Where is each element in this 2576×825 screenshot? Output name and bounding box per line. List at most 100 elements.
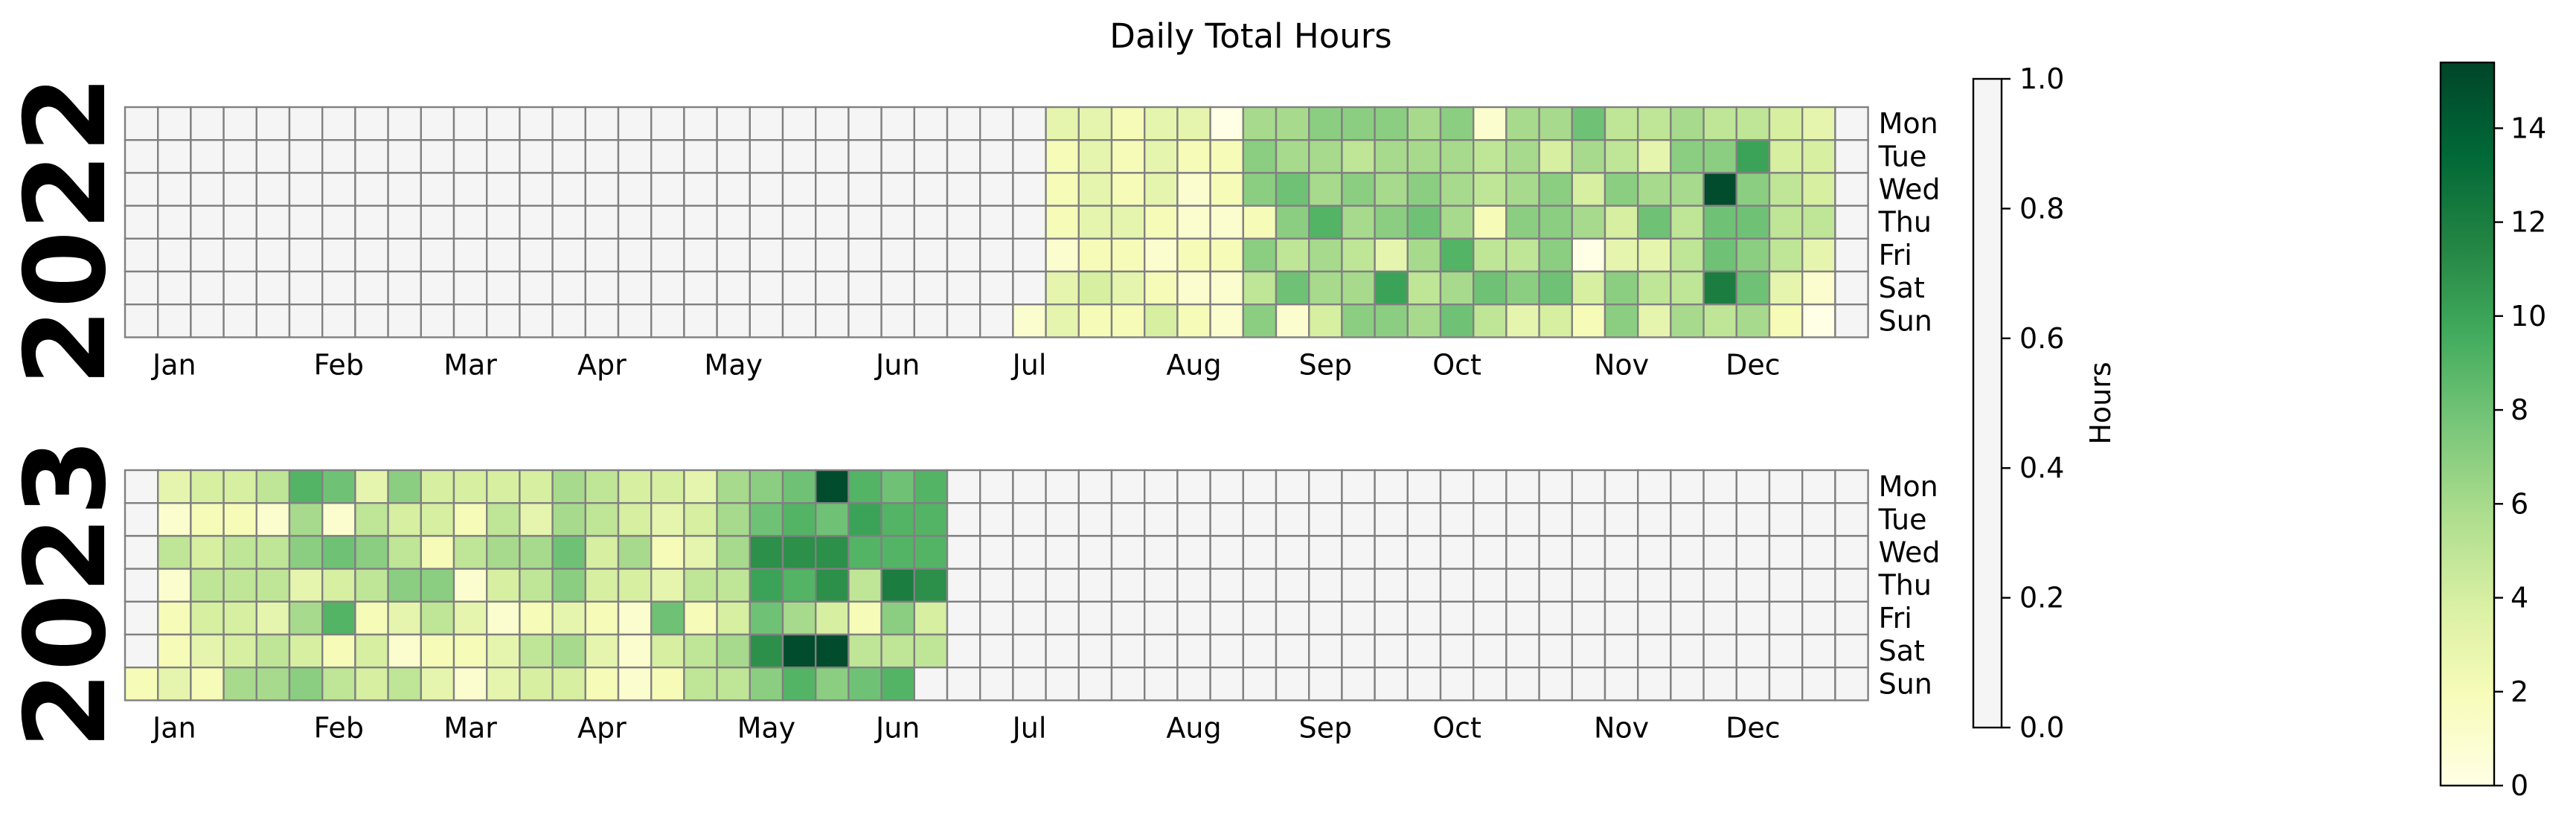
heatmap-empty-cell bbox=[1768, 469, 1804, 504]
heatmap-cell bbox=[387, 667, 422, 702]
heatmap-empty-cell bbox=[1209, 535, 1244, 570]
heatmap-cell bbox=[1670, 172, 1705, 207]
month-label-jul: Jul bbox=[1011, 711, 1047, 744]
heatmap-cell bbox=[814, 502, 850, 537]
heatmap-empty-cell bbox=[288, 138, 324, 174]
heatmap-empty-cell bbox=[584, 106, 620, 141]
heatmap-empty-cell bbox=[387, 106, 422, 141]
heatmap-cell bbox=[190, 600, 225, 636]
heatmap-cell bbox=[1110, 205, 1146, 240]
heatmap-cell bbox=[1209, 106, 1244, 141]
heatmap-cell bbox=[156, 469, 192, 504]
heatmap-empty-cell bbox=[387, 172, 422, 207]
heatmap-empty-cell bbox=[716, 237, 751, 273]
heatmap-empty-cell bbox=[1045, 535, 1080, 570]
heatmap-empty-cell bbox=[1439, 502, 1475, 537]
heatmap-empty-cell bbox=[683, 304, 718, 338]
heatmap-empty-cell bbox=[1045, 568, 1080, 603]
heatmap-empty-cell bbox=[1801, 502, 1836, 537]
heatmap-empty-cell bbox=[749, 172, 784, 207]
heatmap-cell bbox=[387, 568, 422, 603]
year-label-2022: 2022 bbox=[1, 75, 131, 385]
heatmap-empty-cell bbox=[1077, 535, 1113, 570]
heatmap-empty-cell bbox=[387, 304, 422, 338]
heatmap-cell bbox=[1110, 138, 1146, 174]
heatmap-empty-cell bbox=[1505, 633, 1540, 669]
heatmap-cell bbox=[1045, 304, 1080, 338]
heatmap-cell bbox=[321, 633, 356, 669]
heatmap-cell bbox=[1571, 304, 1606, 338]
heatmap-cell bbox=[913, 502, 949, 537]
heatmap-empty-cell bbox=[354, 106, 389, 141]
month-label-mar: Mar bbox=[443, 348, 497, 381]
heatmap-empty-cell bbox=[848, 304, 882, 338]
heatmap-empty-cell bbox=[749, 205, 784, 240]
heatmap-cell bbox=[1077, 172, 1113, 207]
heatmap-empty-cell bbox=[222, 106, 258, 141]
day-label-sun: Sun bbox=[1879, 304, 1932, 337]
heatmap-cell bbox=[1341, 106, 1376, 141]
heatmap-cell bbox=[1768, 106, 1804, 141]
heatmap-empty-cell bbox=[1406, 600, 1442, 636]
heatmap-empty-cell bbox=[946, 502, 981, 537]
heatmap-cell bbox=[617, 469, 653, 504]
heatmap-empty-cell bbox=[255, 304, 291, 338]
heatmap-empty-cell bbox=[486, 270, 521, 306]
heatmap-cell bbox=[617, 502, 653, 537]
heatmap-empty-cell bbox=[222, 205, 258, 240]
heatmap-cell bbox=[617, 633, 653, 669]
heatmap-cell bbox=[716, 667, 751, 702]
heatmap-empty-cell bbox=[1801, 633, 1836, 669]
heatmap-empty-cell bbox=[946, 633, 981, 669]
heatmap-empty-cell bbox=[1636, 502, 1672, 537]
heatmap-cell bbox=[650, 667, 685, 702]
heatmap-cell bbox=[1702, 138, 1738, 174]
heatmap-empty-cell bbox=[1735, 568, 1771, 603]
heatmap-cell bbox=[1702, 106, 1738, 141]
heatmap-empty-cell bbox=[1341, 502, 1376, 537]
heatmap-cell bbox=[1110, 237, 1146, 273]
month-label-jun: Jun bbox=[874, 348, 920, 381]
heatmap-empty-cell bbox=[978, 304, 1014, 338]
month-label-dec: Dec bbox=[1726, 348, 1781, 381]
month-label-mar: Mar bbox=[443, 711, 497, 744]
heatmap-empty-cell bbox=[781, 304, 817, 338]
value-colorbar-fill bbox=[2439, 61, 2496, 787]
heatmap-empty-cell bbox=[551, 172, 586, 207]
heatmap-cell bbox=[1571, 270, 1606, 306]
heatmap-empty-cell bbox=[1209, 667, 1244, 702]
heatmap-empty-cell bbox=[1077, 667, 1113, 702]
value-colorbar-tick-label: 8 bbox=[2511, 394, 2528, 426]
heatmap-empty-cell bbox=[124, 535, 159, 570]
heatmap-empty-cell bbox=[1110, 633, 1146, 669]
heatmap-cell bbox=[1341, 172, 1376, 207]
heatmap-empty-cell bbox=[1374, 502, 1409, 537]
hours-colorbar: 0.0 0.2 0.4 0.6 0.8 1.0 Hours bbox=[1972, 62, 2117, 744]
heatmap-empty-cell bbox=[519, 304, 554, 338]
heatmap-empty-cell bbox=[551, 106, 586, 141]
heatmap-empty-cell bbox=[913, 270, 949, 306]
heatmap-cell bbox=[321, 502, 356, 537]
heatmap-empty-cell bbox=[321, 237, 356, 273]
heatmap-empty-cell bbox=[1110, 469, 1146, 504]
heatmap-empty-cell bbox=[1670, 502, 1705, 537]
heatmap-cell bbox=[650, 568, 685, 603]
heatmap-empty-cell bbox=[814, 106, 850, 141]
heatmap-empty-cell bbox=[617, 172, 653, 207]
heatmap-cell bbox=[749, 535, 784, 570]
heatmap-empty-cell bbox=[486, 205, 521, 240]
heatmap-cell bbox=[683, 502, 718, 537]
heatmap-empty-cell bbox=[978, 106, 1014, 141]
heatmap-empty-cell bbox=[749, 270, 784, 306]
month-label-jan: Jan bbox=[151, 711, 196, 744]
heatmap-cell bbox=[551, 667, 586, 702]
heatmap-empty-cell bbox=[354, 205, 389, 240]
heatmap-empty-cell bbox=[1077, 502, 1113, 537]
heatmap-cell bbox=[190, 502, 225, 537]
heatmap-cell bbox=[1670, 270, 1705, 306]
heatmap-empty-cell bbox=[1242, 535, 1278, 570]
hours-colorbar-tick-label: 0.0 bbox=[2019, 711, 2064, 744]
heatmap-cell bbox=[1275, 270, 1310, 306]
heatmap-cell bbox=[749, 633, 784, 669]
